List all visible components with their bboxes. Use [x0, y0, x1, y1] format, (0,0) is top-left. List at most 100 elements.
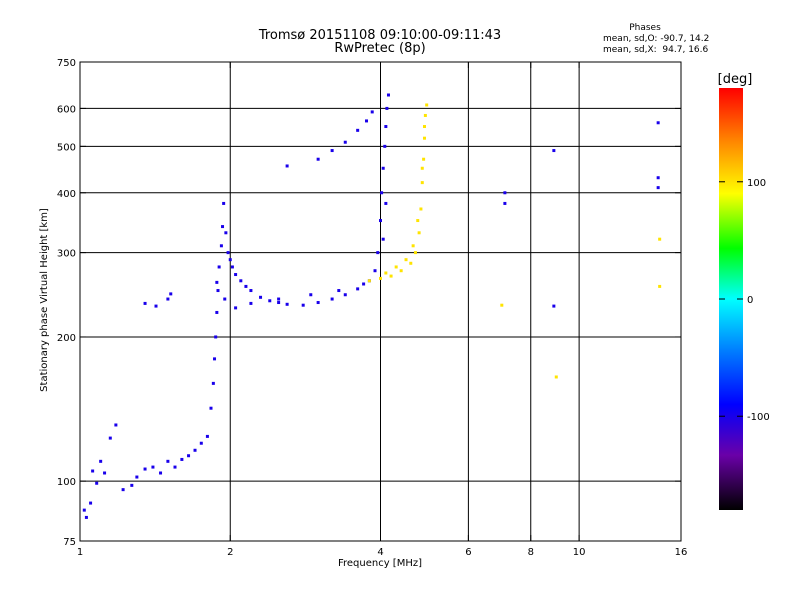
data-point-o — [656, 121, 660, 125]
data-point-o — [151, 465, 155, 469]
data-point-o — [277, 301, 281, 305]
data-point-o — [385, 106, 389, 110]
data-point-o — [143, 301, 147, 305]
data-point-o — [234, 306, 238, 310]
x-axis-label: Frequency [MHz] — [338, 558, 422, 569]
data-point-x — [422, 136, 426, 140]
data-point-o — [239, 279, 243, 283]
data-point-o — [173, 465, 177, 469]
data-point-o — [373, 269, 377, 273]
data-point-o — [84, 515, 88, 519]
data-point-o — [362, 282, 366, 286]
data-point-o — [285, 164, 289, 168]
data-point-o — [130, 483, 134, 487]
data-point-o — [277, 297, 281, 301]
data-point-x — [419, 207, 423, 211]
data-point-o — [381, 237, 385, 241]
chart-title-line1: Tromsø 20151108 09:10:00-09:11:43 — [258, 28, 502, 43]
x-tick-label: 8 — [528, 547, 534, 558]
data-point-o — [224, 231, 228, 235]
data-point-o — [330, 297, 334, 301]
data-point-o — [656, 176, 660, 180]
data-point-o — [82, 508, 86, 512]
data-point-x — [422, 157, 426, 161]
data-point-o — [95, 481, 99, 485]
data-point-o — [199, 441, 203, 445]
data-point-x — [399, 269, 403, 273]
data-point-o — [285, 302, 289, 306]
data-point-o — [356, 287, 360, 291]
data-point-o — [221, 225, 225, 229]
colorbar-unit-label: [deg] — [718, 72, 753, 87]
data-point-o — [166, 459, 170, 463]
data-point-o — [230, 265, 234, 269]
data-point-o — [376, 251, 380, 255]
data-point-o — [343, 140, 347, 144]
x-tick-label: 6 — [465, 547, 471, 558]
data-point-o — [226, 251, 230, 255]
data-point-o — [91, 469, 95, 473]
y-tick-label: 750 — [57, 58, 76, 69]
data-point-x — [389, 274, 393, 278]
stats-mean-x: mean, sd,X: 94.7, 16.6 — [603, 45, 709, 55]
data-point-o — [384, 201, 388, 205]
data-point-o — [223, 297, 227, 301]
data-point-x — [394, 265, 398, 269]
y-tick-label: 600 — [57, 104, 76, 115]
data-point-x — [422, 125, 426, 129]
data-point-o — [187, 454, 191, 458]
colorbar-tick-label: 100 — [747, 178, 766, 189]
stats-heading: Phases — [629, 23, 661, 33]
data-point-o — [268, 299, 272, 303]
data-point-x — [420, 166, 424, 170]
data-point-x — [413, 251, 417, 255]
data-point-o — [370, 110, 374, 114]
x-tick-label: 10 — [573, 547, 586, 558]
data-point-o — [159, 471, 163, 475]
data-point-o — [381, 166, 385, 170]
data-point-x — [367, 279, 371, 283]
y-axis-label: Stationary phase Virtual Height [km] — [39, 208, 50, 392]
data-point-o — [121, 488, 125, 492]
data-point-o — [316, 157, 320, 161]
data-point-o — [249, 301, 253, 305]
y-tick-label: 300 — [57, 249, 76, 260]
data-point-o — [249, 289, 253, 293]
data-point-o — [103, 471, 107, 475]
data-point-o — [180, 457, 184, 461]
data-point-x — [420, 181, 424, 185]
x-axis-ticks: 1 2 4 6 8 10 16 — [77, 62, 687, 558]
data-point-o — [337, 289, 341, 293]
y-tick-label: 100 — [57, 477, 76, 488]
data-point-o — [384, 125, 388, 129]
data-point-x — [416, 219, 420, 223]
data-point-o — [169, 292, 173, 296]
data-point-x — [417, 231, 421, 235]
data-point-o — [143, 467, 147, 471]
data-point-o — [217, 265, 221, 269]
data-point-x — [379, 276, 382, 280]
data-point-o — [244, 284, 248, 288]
data-point-o — [301, 303, 305, 307]
data-point-o — [356, 128, 360, 132]
x-tick-label: 2 — [227, 547, 233, 558]
data-point-o — [114, 423, 118, 427]
data-point-x — [384, 271, 388, 275]
y-axis-ticks: 75 100 200 300 400 500 600 750 — [57, 58, 681, 548]
grid-lines — [80, 62, 681, 541]
data-point-o — [219, 244, 223, 248]
data-point-o — [330, 149, 334, 153]
data-point-o — [552, 304, 556, 308]
data-point-o — [214, 335, 218, 339]
data-point-o — [234, 273, 238, 277]
x-tick-label: 4 — [377, 547, 383, 558]
data-point-x — [554, 375, 558, 379]
data-point-o — [135, 475, 139, 479]
data-point-o — [215, 310, 219, 314]
y-tick-label: 400 — [57, 189, 76, 200]
colorbar-ticks: 100 0 -100 — [719, 178, 770, 423]
y-tick-label: 500 — [57, 142, 76, 153]
data-point-x — [658, 237, 662, 241]
data-points — [82, 93, 662, 519]
